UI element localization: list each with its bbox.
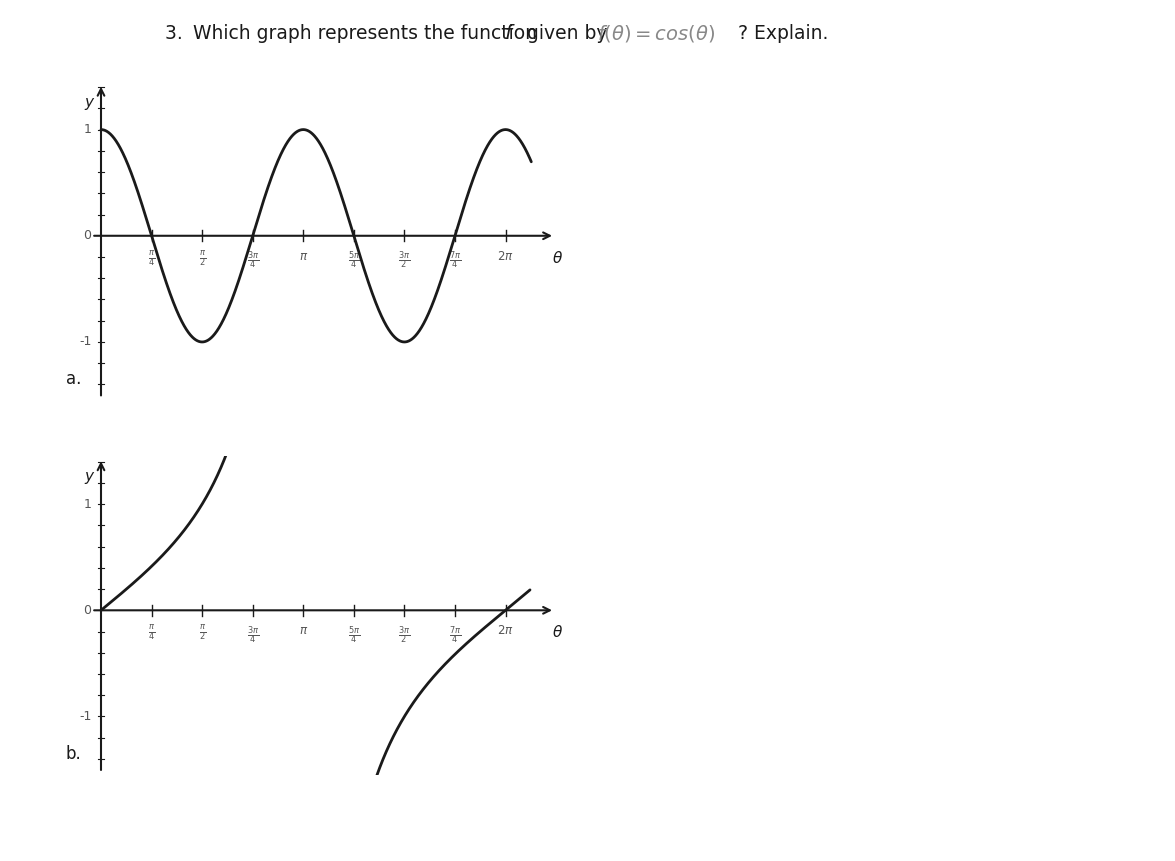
Text: $2\pi$: $2\pi$ [497,250,513,263]
Text: $\frac{3\pi}{4}$: $\frac{3\pi}{4}$ [247,624,258,646]
Text: $\pi$: $\pi$ [298,250,308,263]
Text: $\frac{3\pi}{4}$: $\frac{3\pi}{4}$ [247,250,258,271]
Text: $f$: $f$ [504,23,516,43]
Text: 0: 0 [83,229,92,242]
Text: b.: b. [66,745,81,763]
Text: given by: given by [521,23,613,43]
Text: $\frac{5\pi}{4}$: $\frac{5\pi}{4}$ [348,250,360,271]
Text: $\theta$: $\theta$ [552,250,563,265]
Text: $\frac{\pi}{2}$: $\frac{\pi}{2}$ [199,624,206,643]
Text: $\pi$: $\pi$ [298,624,308,637]
Text: ? Explain.: ? Explain. [732,23,828,43]
Text: a.: a. [66,370,81,388]
Text: $\frac{7\pi}{4}$: $\frac{7\pi}{4}$ [449,250,461,271]
Text: $2\pi$: $2\pi$ [497,624,513,637]
Text: -1: -1 [79,336,92,349]
Text: 0: 0 [83,604,92,616]
Text: Which graph represents the function: Which graph represents the function [193,23,543,43]
Text: $\theta$: $\theta$ [552,624,563,640]
Text: 3.: 3. [165,23,188,43]
Text: $\frac{\pi}{2}$: $\frac{\pi}{2}$ [199,250,206,269]
Text: y: y [85,95,93,109]
Text: $\frac{\pi}{4}$: $\frac{\pi}{4}$ [148,250,155,269]
Text: y: y [85,469,93,484]
Text: 1: 1 [83,123,92,136]
Text: $\frac{7\pi}{4}$: $\frac{7\pi}{4}$ [449,624,461,646]
Text: $\frac{5\pi}{4}$: $\frac{5\pi}{4}$ [348,624,360,646]
Text: $\frac{3\pi}{2}$: $\frac{3\pi}{2}$ [398,624,410,646]
Text: $f(\theta)=cos(\theta)$: $f(\theta)=cos(\theta)$ [597,22,716,44]
Text: $\frac{\pi}{4}$: $\frac{\pi}{4}$ [148,624,155,643]
Text: -1: -1 [79,710,92,723]
Text: 1: 1 [83,498,92,511]
Text: $\frac{3\pi}{2}$: $\frac{3\pi}{2}$ [398,250,410,271]
